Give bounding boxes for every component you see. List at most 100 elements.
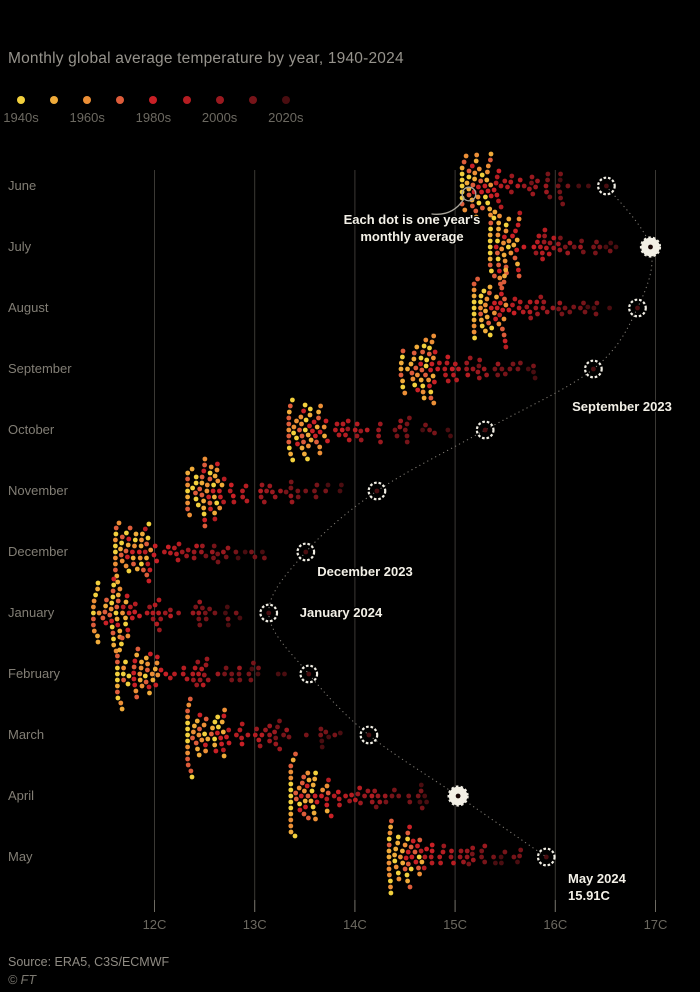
year-dot [215,671,221,677]
year-dot [538,244,543,250]
year-dot [405,836,410,842]
year-dot [475,194,481,200]
year-dot [562,305,568,311]
year-dot [153,682,159,688]
legend-label: 1960s [69,110,105,125]
year-dot [410,838,416,844]
year-dot [123,659,128,665]
year-dot [193,474,199,480]
year-dot [117,647,122,653]
year-dot [594,300,600,306]
year-dot [295,494,301,500]
year-dot [196,732,202,738]
year-dot [502,178,508,184]
year-dot [119,534,125,540]
year-dot [405,878,410,884]
year-dot [221,499,227,505]
year-dot [486,320,491,326]
year-dot [212,719,218,725]
legend-label: 1980s [135,110,172,125]
year-dot [301,811,307,817]
year-dot [239,741,245,747]
year-dot [319,738,325,744]
year-dot [221,753,227,759]
annotation-line: monthly average [360,228,464,244]
year-dot [179,549,185,555]
year-dot [488,193,494,199]
year-dot [306,777,312,783]
year-dot [419,859,425,865]
year-dot [340,421,346,427]
record-marker-ring [367,481,387,501]
year-dot [386,854,392,860]
year-dot [197,486,203,492]
year-dot [109,600,115,606]
year-dot [307,406,313,412]
annotation-pointer-circle [461,186,477,202]
year-dot [115,653,120,659]
year-dot [314,424,320,430]
year-dot [91,598,97,604]
year-dot [310,804,316,810]
year-dot [423,337,429,343]
year-dot [324,808,330,814]
year-dot [267,723,273,729]
year-dot [493,316,498,322]
year-dot [398,372,404,378]
year-dot [454,377,459,383]
year-dot [495,238,500,244]
year-dot [402,866,408,872]
year-dot [113,549,118,555]
year-dot [215,714,221,720]
year-dot [191,677,196,683]
year-dot [209,731,214,737]
year-dot [144,541,150,547]
year-dot [555,183,561,189]
year-dot [154,621,160,627]
year-dot [462,207,468,213]
year-dot [534,299,540,305]
year-dot [345,418,351,424]
year-dot [488,151,494,157]
year-dot [199,737,205,743]
year-dot [289,499,295,505]
year-dot [295,488,301,494]
year-dot [347,798,352,804]
year-dot [234,732,239,738]
year-dot [484,296,490,302]
year-dot [476,184,481,190]
year-dot [286,415,292,421]
year-dot [421,865,427,871]
year-dot [189,466,195,472]
year-dot [309,788,315,794]
year-dot [120,604,126,610]
month-label-october: October [8,422,55,437]
year-dot [420,427,425,433]
year-dot [324,796,330,802]
year-dot [427,345,432,351]
year-dot [558,195,563,201]
year-dot [497,213,502,219]
year-dot [420,389,426,395]
year-dot [608,240,614,246]
year-dot [200,543,205,549]
year-dot [429,842,435,848]
year-dot [191,549,197,555]
year-dot [550,305,556,311]
year-dot [202,523,208,529]
year-dot [578,305,583,311]
year-dot [464,360,470,366]
year-dot [456,366,461,372]
month-label-august: August [8,300,49,315]
year-dot [218,735,224,741]
year-dot [154,558,160,564]
year-dot [146,521,152,527]
year-dot [133,531,139,537]
year-dot [322,433,327,439]
year-dot [464,848,470,854]
year-dot [286,421,292,427]
year-dot [325,482,331,488]
year-dot [389,818,394,824]
year-dot [470,182,476,188]
year-dot [516,305,522,311]
